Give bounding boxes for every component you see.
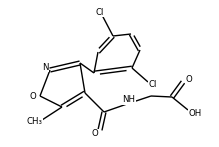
Text: O: O (30, 91, 36, 101)
Text: CH₃: CH₃ (26, 117, 42, 127)
Text: Cl: Cl (96, 7, 104, 16)
Text: N: N (42, 62, 48, 71)
Text: O: O (186, 75, 192, 83)
Text: O: O (92, 130, 98, 138)
Text: Cl: Cl (149, 80, 157, 88)
Text: OH: OH (188, 108, 202, 117)
Text: NH: NH (122, 96, 136, 105)
